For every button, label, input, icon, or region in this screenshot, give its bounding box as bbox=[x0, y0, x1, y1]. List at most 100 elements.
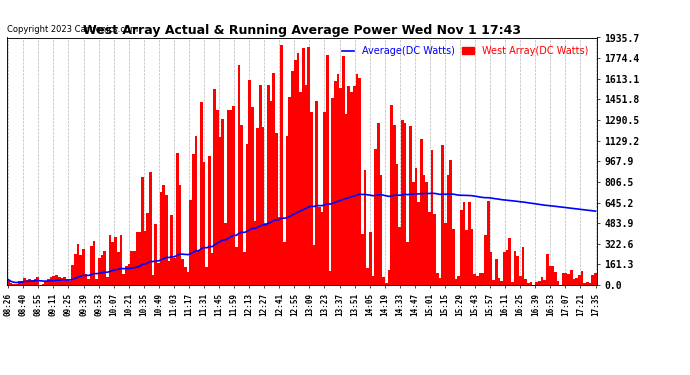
Bar bbox=[92, 241, 95, 285]
Bar bbox=[313, 246, 315, 285]
Bar bbox=[506, 251, 509, 285]
Bar bbox=[546, 254, 549, 285]
Bar bbox=[543, 280, 546, 285]
Bar bbox=[42, 284, 44, 285]
Bar bbox=[449, 160, 452, 285]
Bar bbox=[522, 248, 524, 285]
Bar bbox=[564, 273, 567, 285]
Bar bbox=[288, 97, 291, 285]
Title: West Array Actual & Running Average Power Wed Nov 1 17:43: West Array Actual & Running Average Powe… bbox=[83, 24, 521, 38]
Bar bbox=[104, 251, 106, 285]
Bar bbox=[516, 256, 519, 285]
Bar bbox=[380, 174, 382, 285]
Bar bbox=[141, 177, 144, 285]
Bar bbox=[173, 258, 176, 285]
Bar bbox=[479, 273, 482, 285]
Bar bbox=[455, 279, 457, 285]
Bar bbox=[404, 123, 406, 285]
Bar bbox=[345, 114, 348, 285]
Bar bbox=[235, 247, 237, 285]
Bar bbox=[162, 185, 165, 285]
Bar bbox=[318, 207, 321, 285]
Bar bbox=[55, 275, 58, 285]
Bar bbox=[79, 255, 82, 285]
Bar bbox=[348, 86, 350, 285]
Bar bbox=[361, 234, 364, 285]
Bar bbox=[280, 45, 283, 285]
Bar bbox=[530, 282, 533, 285]
Bar bbox=[254, 221, 256, 285]
Bar bbox=[364, 170, 366, 285]
Bar bbox=[409, 126, 412, 285]
Bar bbox=[230, 110, 232, 285]
Bar bbox=[213, 89, 216, 285]
Bar bbox=[353, 86, 355, 285]
Bar bbox=[267, 85, 270, 285]
Bar bbox=[152, 276, 155, 285]
Bar bbox=[58, 278, 61, 285]
Bar bbox=[589, 283, 591, 285]
Bar bbox=[203, 162, 206, 285]
Bar bbox=[63, 277, 66, 285]
Bar bbox=[339, 88, 342, 285]
Bar bbox=[463, 202, 466, 285]
Bar bbox=[270, 101, 273, 285]
Bar bbox=[128, 264, 130, 285]
Bar bbox=[101, 255, 104, 285]
Bar bbox=[412, 182, 415, 285]
Bar bbox=[382, 277, 385, 285]
Bar bbox=[415, 168, 417, 285]
Bar bbox=[61, 278, 63, 285]
Bar bbox=[26, 280, 28, 285]
Bar bbox=[366, 268, 369, 285]
Bar bbox=[554, 272, 557, 285]
Bar bbox=[551, 266, 554, 285]
Bar bbox=[259, 85, 262, 285]
Bar bbox=[417, 202, 420, 285]
Bar bbox=[165, 195, 168, 285]
Bar bbox=[23, 278, 26, 285]
Bar bbox=[119, 235, 122, 285]
Bar bbox=[575, 278, 578, 285]
Bar bbox=[240, 125, 243, 285]
Bar bbox=[179, 184, 181, 285]
Bar bbox=[573, 279, 575, 285]
Bar bbox=[369, 232, 372, 285]
Bar bbox=[246, 144, 248, 285]
Bar bbox=[538, 281, 540, 285]
Bar bbox=[514, 251, 516, 285]
Bar bbox=[34, 279, 37, 285]
Bar bbox=[227, 110, 230, 285]
Bar bbox=[444, 223, 446, 285]
Bar bbox=[168, 261, 170, 285]
Bar bbox=[112, 242, 114, 285]
Bar bbox=[388, 270, 391, 285]
Bar bbox=[160, 192, 162, 285]
Bar bbox=[302, 48, 304, 285]
Bar bbox=[149, 172, 152, 285]
Bar bbox=[71, 266, 74, 285]
Bar bbox=[578, 275, 581, 285]
Bar bbox=[557, 281, 560, 285]
Bar bbox=[355, 74, 358, 285]
Bar bbox=[468, 202, 471, 285]
Bar bbox=[457, 276, 460, 285]
Bar bbox=[342, 56, 345, 285]
Bar bbox=[324, 112, 326, 285]
Bar bbox=[398, 227, 401, 285]
Bar bbox=[425, 182, 428, 285]
Bar bbox=[117, 252, 119, 285]
Bar bbox=[503, 252, 506, 285]
Bar bbox=[66, 280, 68, 285]
Bar bbox=[189, 200, 192, 285]
Bar bbox=[315, 101, 318, 285]
Bar bbox=[136, 232, 138, 285]
Bar bbox=[500, 282, 503, 285]
Bar bbox=[428, 212, 431, 285]
Bar bbox=[12, 284, 15, 285]
Bar bbox=[310, 112, 313, 285]
Bar bbox=[540, 277, 543, 285]
Bar bbox=[431, 150, 433, 285]
Bar bbox=[466, 231, 468, 285]
Bar bbox=[586, 282, 589, 285]
